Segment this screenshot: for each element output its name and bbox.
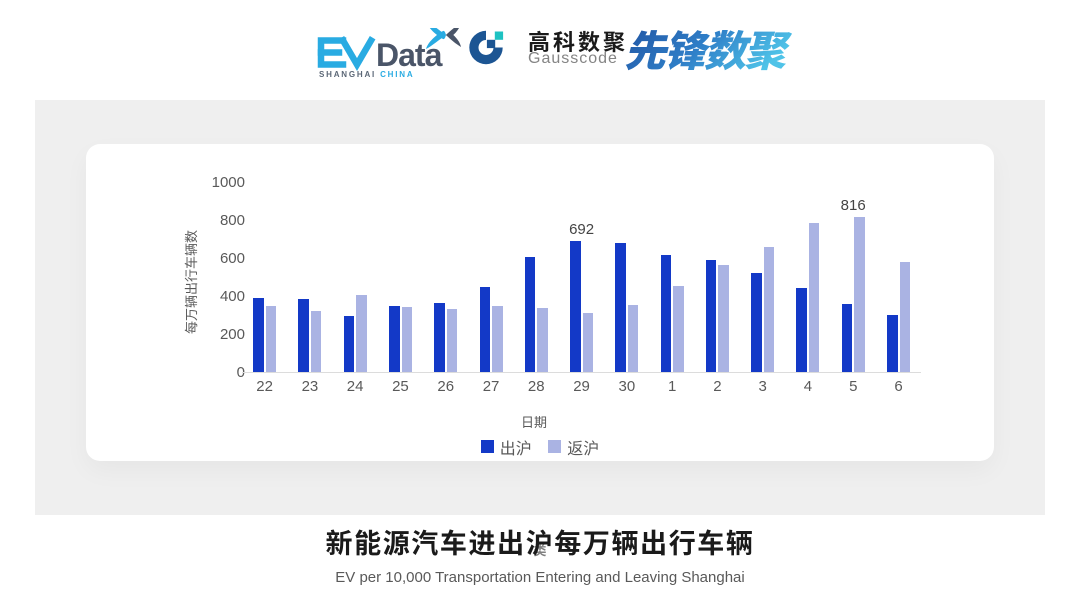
svg-text:先锋数聚: 先锋数聚 [624,26,793,76]
